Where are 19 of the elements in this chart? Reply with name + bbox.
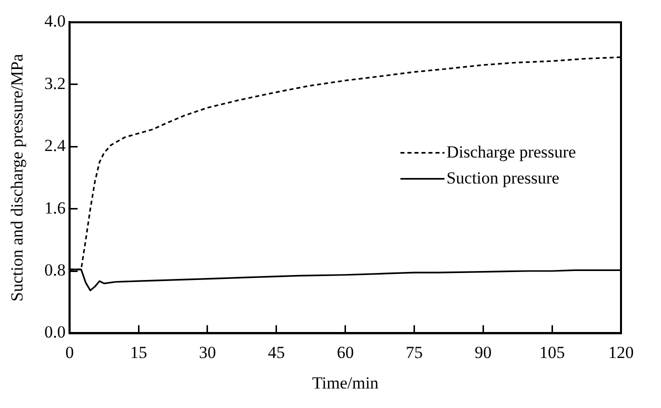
y-tick-label: 4.0 bbox=[44, 12, 66, 31]
y-tick-label: 3.2 bbox=[44, 74, 66, 93]
y-axis-title: Suction and discharge pressure/MPa bbox=[8, 53, 27, 302]
legend-label: Suction pressure bbox=[446, 168, 560, 188]
y-tick-label: 2.4 bbox=[44, 136, 66, 156]
x-tick-label: 15 bbox=[130, 343, 148, 362]
x-tick-label: 75 bbox=[406, 343, 423, 362]
y-tick-label: 1.6 bbox=[44, 198, 66, 218]
x-tick-label: 45 bbox=[268, 343, 285, 362]
x-tick-label: 120 bbox=[608, 343, 634, 362]
x-tick-label: 60 bbox=[336, 343, 354, 362]
x-tick-label: 105 bbox=[539, 343, 565, 362]
x-tick-label: 90 bbox=[474, 343, 492, 362]
legend-label: Discharge pressure bbox=[446, 142, 576, 162]
x-tick-label: 30 bbox=[198, 343, 216, 362]
y-tick-label: 0.0 bbox=[44, 322, 66, 342]
y-tick-label: 0.8 bbox=[44, 260, 66, 280]
x-tick-label: 0 bbox=[65, 343, 74, 362]
x-axis-title: Time/min bbox=[312, 373, 380, 392]
